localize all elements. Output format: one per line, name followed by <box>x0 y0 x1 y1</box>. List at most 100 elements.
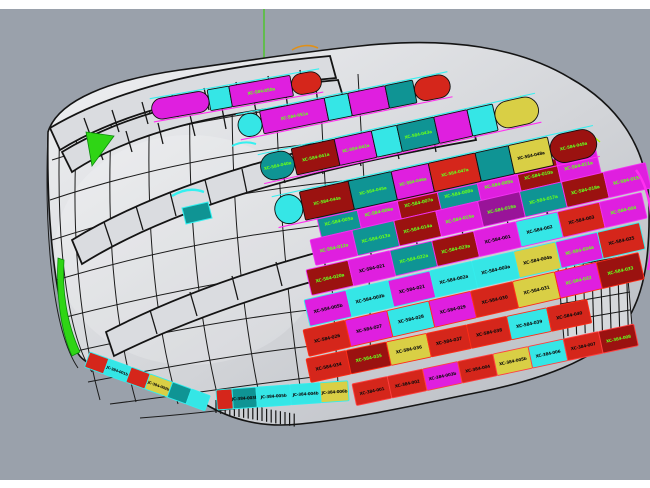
panel-label: XC-584-044a <box>313 195 342 206</box>
panel-label: XC-584-043a <box>404 129 433 140</box>
panel[interactable]: XC-584-023a <box>431 231 480 267</box>
panel[interactable]: XC-584-018a <box>561 172 610 208</box>
panel[interactable]: XC-584-004a <box>513 241 562 279</box>
panel-label: XC-584-051a <box>280 111 309 122</box>
right-rim-edge <box>635 169 650 271</box>
panel-label: JC-384-005b <box>260 393 287 400</box>
panel-label: XC-584-029 <box>439 304 466 316</box>
panel-label: XC-384-003b <box>428 371 457 382</box>
panel-label: XC-384-006 <box>535 349 561 359</box>
panel-label: XC-584-030 <box>481 294 508 306</box>
panel-label: XC-384-007 <box>570 341 596 351</box>
panel[interactable]: XC-584-049a <box>547 127 599 165</box>
panel[interactable]: JC-384-003b <box>230 386 258 410</box>
bottom-panel-strips: JC-384-003b JC-384-005b JC-384-004b JC-384-… <box>84 323 639 411</box>
bottom-strip-left: JC-384-003b JC-384-005b JC-384-004b JC-384-… <box>215 380 350 411</box>
bottom-strip-bow: JC-384-001b JC-384-002b <box>84 351 211 411</box>
panel-row-5: XC-584-026 XC-584-027 XC-584-028 XC-584-029… <box>302 252 645 357</box>
panel-label: XC-584-038 <box>475 327 502 338</box>
panel[interactable] <box>412 73 452 103</box>
panel-label: XC-584-050a <box>247 86 276 96</box>
panel-row-3: XC-584-020aXC-584-021XC-584-022aXC-584-0… <box>305 192 648 296</box>
panel[interactable]: XC-584-019a <box>603 162 650 198</box>
panel[interactable]: XC-584-020a <box>305 260 354 296</box>
panel[interactable]: XC-584-004 <box>599 192 648 228</box>
panel-row-6: XC-584-034 XC-584-035 XC-584-036 XC-584-037… <box>305 299 592 383</box>
panel[interactable]: XC-584-003b <box>345 280 395 317</box>
panel-label: JC-384-004b <box>291 390 318 397</box>
deck-strip-3: XC-584-040a XC-584-041a XC-584-042a XC-584-… <box>257 92 542 185</box>
panel-label: JC-384-001b <box>105 365 129 377</box>
bottom-strip-right: XC-384-001 XC-384-002 XC-384-003b XC-384-00… <box>351 323 639 406</box>
panel[interactable]: XC-384-008 <box>598 323 639 354</box>
panel[interactable] <box>215 388 234 411</box>
panel[interactable] <box>384 79 418 109</box>
panel-label: XC-384-005b <box>499 356 528 367</box>
top-margin <box>0 0 650 9</box>
panel-label: XC-584-036 <box>395 344 422 355</box>
bottom-margin <box>0 480 650 488</box>
panel[interactable]: XC-584-024a <box>555 232 604 269</box>
panel-label: XC-384-001 <box>359 386 385 396</box>
panel-label: XC-584-004 <box>610 205 637 217</box>
panel[interactable]: XC-584-005b <box>303 290 353 327</box>
deck-strip-1: XC-584-050a <box>149 68 324 123</box>
panel-label: XC-584-046a <box>399 176 428 187</box>
deck-strip-4: XC-584-044a XC-584-045a XC-584-046a XC-584-… <box>271 124 600 229</box>
panel[interactable]: XC-584-003a <box>471 251 520 288</box>
panel-label: XC-584-026 <box>314 333 341 345</box>
panel[interactable]: JC-384-004b <box>289 382 322 406</box>
panel[interactable]: XC-584-033 <box>596 252 645 289</box>
panel-label: XC-584-049a <box>559 141 588 152</box>
panel-row-4: XC-584-005bXC-584-003bXC-584-021XC-584-0… <box>303 222 646 327</box>
panel-label: XC-584-027 <box>355 323 382 335</box>
panel[interactable]: XC-584-017a <box>519 181 568 218</box>
panel-label: JC-384-003b <box>231 395 258 402</box>
panel-label: XC-584-028 <box>397 314 424 326</box>
panel[interactable]: XC-384-002 <box>386 368 428 399</box>
panel-label: XC-584-039 <box>516 319 543 330</box>
panel[interactable] <box>290 70 323 96</box>
panel[interactable] <box>185 388 211 411</box>
panel[interactable] <box>323 93 353 121</box>
panel[interactable] <box>466 103 499 137</box>
panel-label: XC-584-045a <box>359 185 388 196</box>
deck-strips: XC-584-050a XC-584-051aXC-584-040aXC-584-… <box>149 68 600 229</box>
panel-label: XC-384-004 <box>465 364 491 374</box>
panel-label: XC-584-025 <box>608 235 635 247</box>
panel-row-2: XC-584-012aXC-584-013aXC-584-014aXC-584-… <box>309 162 650 266</box>
panel[interactable] <box>206 85 233 111</box>
surface-accents <box>57 95 601 357</box>
panel-label: XC-584-003 <box>568 214 595 226</box>
panel-label: JC-384-006b <box>320 388 347 395</box>
deck-strip-2: XC-584-051a <box>235 71 453 141</box>
panel-label: XC-584-034 <box>315 361 342 372</box>
panel-label: XC-584-001 <box>484 234 511 246</box>
panel-label: XC-584-032 <box>565 275 592 287</box>
orange-accent-edge <box>291 44 319 51</box>
panel-label: JC-384-002b <box>146 380 170 392</box>
panel[interactable]: XC-584-012a <box>309 230 358 266</box>
panel-label: XC-584-037 <box>435 336 462 347</box>
panel[interactable]: JC-384-005b <box>255 384 292 408</box>
panel-label: XC-384-008 <box>606 334 632 344</box>
panel-label: XC-584-031 <box>523 285 550 297</box>
panel-label: XC-584-002 <box>526 224 553 236</box>
panel[interactable] <box>492 95 541 131</box>
panel[interactable]: XC-584-035 <box>345 341 392 375</box>
panel-label: XC-384-002 <box>394 379 420 389</box>
panel-label: XC-584-021 <box>358 263 385 275</box>
panel[interactable]: XC-584-013a <box>351 220 400 256</box>
panel-label: XC-584-040 <box>556 310 583 321</box>
panel-label: XC-584-021 <box>398 284 425 296</box>
panel[interactable]: XC-584-025 <box>597 222 646 259</box>
panel-label: XC-584-048a <box>517 150 546 161</box>
panel-label: XC-584-041a <box>301 152 330 163</box>
panel[interactable]: XC-584-043a <box>396 116 440 152</box>
panel[interactable]: XC-584-040 <box>546 299 592 332</box>
panel[interactable]: JC-384-006b <box>319 380 350 404</box>
hull-highlight <box>55 135 325 365</box>
panel[interactable]: XC-584-002a <box>429 261 478 298</box>
